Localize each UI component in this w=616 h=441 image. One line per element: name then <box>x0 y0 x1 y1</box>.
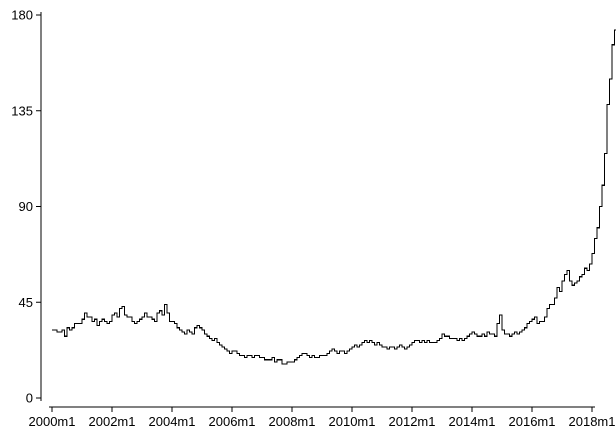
plot-area <box>52 29 616 365</box>
x-tick-label: 2014m1 <box>449 414 496 429</box>
x-tick-label: 2002m1 <box>89 414 136 429</box>
series-line <box>52 29 616 365</box>
y-tick-label: 90 <box>19 199 33 214</box>
x-tick-label: 2004m1 <box>149 414 196 429</box>
y-tick-label: 180 <box>11 8 33 23</box>
x-tick-label: 2010m1 <box>329 414 376 429</box>
y-tick-label: 0 <box>26 391 33 406</box>
y-tick-label: 135 <box>11 103 33 118</box>
x-tick-label: 2016m1 <box>509 414 556 429</box>
x-tick-label: 2006m1 <box>209 414 256 429</box>
axes: 0 45 90 135 180 2000m1 2002m1 2004m1 2006m1 2008m… <box>11 8 615 430</box>
x-tick-label: 2008m1 <box>269 414 316 429</box>
y-tick-label: 45 <box>19 295 33 310</box>
x-tick-label: 2000m1 <box>29 414 76 429</box>
x-tick-label: 2018m1 <box>569 414 616 429</box>
x-tick-label: 2012m1 <box>389 414 436 429</box>
